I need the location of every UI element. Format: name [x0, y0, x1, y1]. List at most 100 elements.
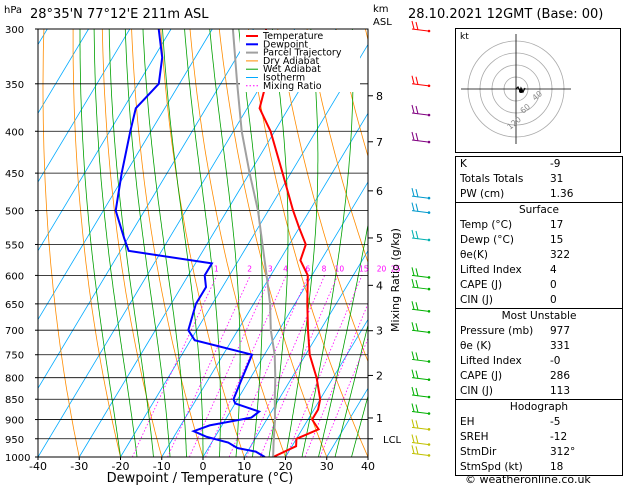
- k-index-label: K: [460, 158, 467, 170]
- pressure-tick-label: 650: [5, 300, 24, 311]
- mixing-ratio-label: 20: [377, 264, 387, 273]
- pressure-tick-label: 850: [5, 395, 24, 406]
- wet-adiabat-line: [334, 323, 368, 457]
- surface-stat-row: Dewp (°C) 15: [456, 233, 622, 248]
- isotherm-line: [38, 29, 89, 115]
- isotherm-line: [285, 318, 368, 457]
- mixing-ratio-line: [167, 275, 251, 457]
- location-title: 28°35'N 77°12'E 211m ASL: [30, 7, 209, 22]
- wind-barb-feather: [415, 352, 419, 361]
- wind-barb-dot: [427, 454, 431, 457]
- wind-barb-feather: [411, 267, 415, 276]
- wind-barb-dot: [427, 395, 431, 399]
- wet-adiabat-line: [351, 394, 368, 457]
- hodograph-plot: kt 40 60 120: [455, 28, 621, 153]
- wind-barb-dot: [427, 196, 431, 200]
- wind-barb-feather: [415, 76, 419, 85]
- km-tick-label: 2: [376, 369, 383, 382]
- parameters-panel: Surface Temp (°C) 17 Dewp (°C) 15 θe(K) 322 Li…: [455, 202, 623, 476]
- hodograph-title: Hodograph: [509, 401, 569, 413]
- legend-label: Wet Adiabat: [263, 64, 321, 75]
- hodograph-stat-value: 312°: [550, 446, 576, 458]
- wind-barb-feather: [415, 435, 419, 444]
- k-index-value: -9: [550, 158, 561, 170]
- wind-barb-feather: [415, 404, 419, 413]
- pressure-tick-label: 450: [5, 169, 24, 180]
- wind-barb: [411, 377, 429, 381]
- legend-label: Dewpoint: [263, 39, 308, 50]
- isotherm-line: [243, 249, 368, 457]
- mixing-ratio-label: 25: [391, 264, 401, 273]
- wind-barb: [411, 329, 429, 333]
- dry-adiabat-line: [72, 29, 121, 457]
- hodograph-stat-label: StmSpd (kt): [460, 461, 523, 473]
- wet-adiabat-line: [124, 29, 171, 457]
- wind-barb-dot: [427, 276, 431, 279]
- wind-barb-feather: [415, 268, 419, 277]
- dewpoint-line: [114, 29, 266, 457]
- pressure-tick-label: 1000: [5, 453, 30, 464]
- mixing-ratio-axis-label: Mixing Ratio (g/kg): [389, 228, 402, 332]
- wind-barb: [411, 441, 429, 445]
- pressure-tick-label: 550: [5, 240, 24, 251]
- wind-barb-dot: [427, 29, 431, 33]
- lcl-label: LCL: [383, 435, 402, 446]
- x-tick-label: 10: [237, 460, 251, 473]
- x-tick-label: 0: [200, 460, 207, 473]
- surface-stat-value: 15: [550, 234, 564, 246]
- km-tick-label: 8: [376, 90, 383, 103]
- surface-stat-label: CAPE (J): [460, 279, 503, 291]
- pressure-tick-label: 350: [5, 80, 24, 91]
- wet-adiabat-line: [79, 29, 121, 457]
- isotherm-line: [78, 29, 337, 457]
- wind-barb-feather: [415, 230, 419, 240]
- wind-barb-feather: [411, 386, 415, 396]
- wind-barb: [411, 28, 429, 32]
- wind-barb: [411, 210, 429, 214]
- unstable-stat-row: CIN (J) 113: [456, 384, 622, 399]
- mixing-ratio-label: 2: [247, 264, 252, 273]
- surface-stat-value: 0: [550, 279, 557, 291]
- surface-title: Surface: [518, 204, 559, 216]
- wind-barb-feather: [411, 434, 415, 443]
- unstable-stat-label: θe (K): [460, 340, 492, 352]
- wind-barb-feather: [415, 132, 419, 142]
- wind-barb-feather: [411, 278, 415, 288]
- wind-barb-feather: [415, 302, 419, 311]
- pressure-tick-label: 900: [5, 416, 24, 427]
- wind-barb-feather: [415, 387, 419, 397]
- hodograph-stat-label: StmDir: [460, 446, 497, 458]
- wind-barb: [411, 83, 429, 87]
- pressure-tick-label: 300: [5, 25, 24, 36]
- hodograph-stat-value: 18: [550, 461, 564, 473]
- mixing-ratio-label: 4: [283, 264, 288, 273]
- wind-barb-dot: [427, 330, 431, 334]
- wind-barb: [411, 112, 429, 116]
- wind-barb-feather: [411, 351, 415, 360]
- pressure-unit-label: hPa: [4, 5, 23, 16]
- hodograph-stat-value: -12: [550, 431, 568, 443]
- pw-value: 1.36: [550, 188, 574, 200]
- hodograph-stat-label: SREH: [460, 431, 489, 443]
- mixing-ratio-line: [131, 275, 218, 457]
- isotherm-line: [38, 29, 172, 252]
- wind-barb: [411, 308, 429, 312]
- wind-barb-feather: [415, 446, 419, 455]
- x-tick-label: -20: [112, 460, 130, 473]
- wind-barb-dot: [427, 211, 431, 214]
- mixing-ratio-label: 15: [359, 264, 369, 273]
- pressure-tick-label: 950: [5, 435, 24, 446]
- pressure-tick-label: 700: [5, 326, 24, 337]
- dry-adiabat-line: [335, 29, 368, 158]
- x-tick-label: -30: [70, 460, 88, 473]
- legend-background: [240, 30, 360, 92]
- isotherm-line: [202, 181, 368, 457]
- unstable-stat-value: 286: [550, 370, 571, 382]
- wind-barb-feather: [411, 131, 415, 141]
- x-tick-label: 40: [361, 460, 375, 473]
- wind-barb-dot: [427, 238, 431, 242]
- mixing-ratio-label: 1: [214, 264, 219, 273]
- wind-barb-feather: [411, 445, 415, 454]
